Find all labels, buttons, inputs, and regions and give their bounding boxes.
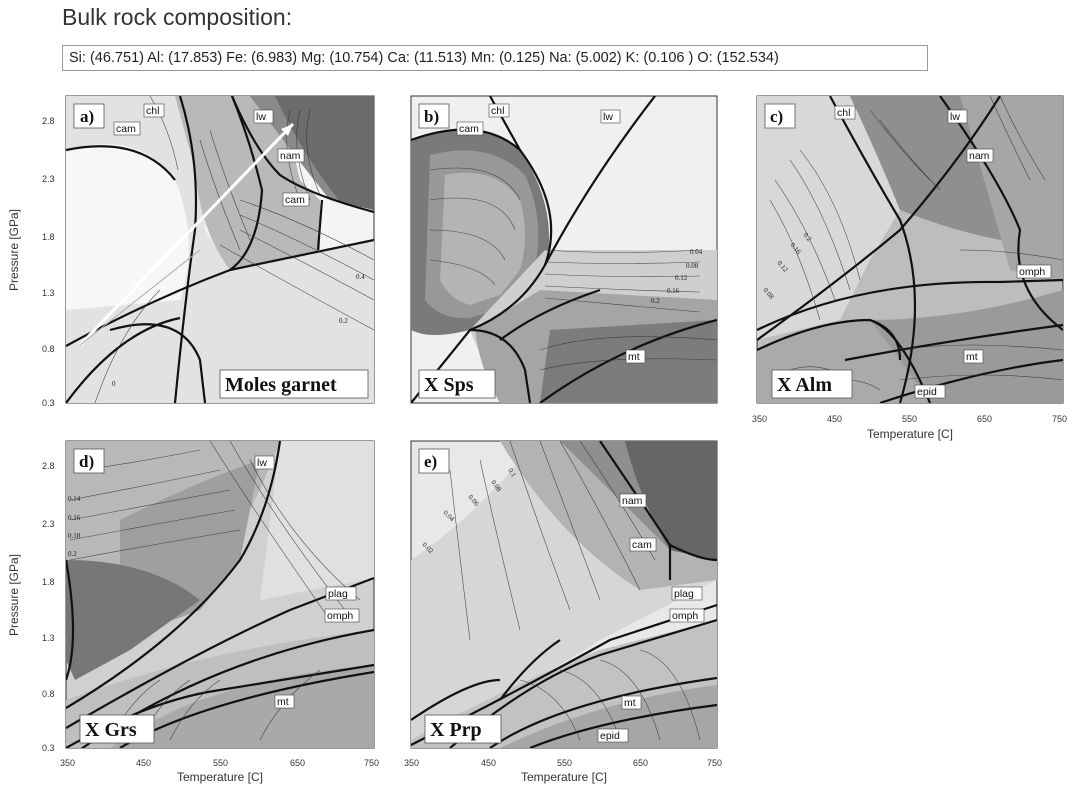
contour-label: 0.2 [651,297,660,305]
mineral-label: lw [256,111,266,123]
svg-text:650: 650 [290,758,305,768]
mineral-label: mt [277,696,289,708]
contour-label: 0.1 [506,467,518,479]
panel-e: e) X Prp nam cam plag omph mt epid 0.1 0… [410,440,718,749]
contour-label: 0.16 [68,514,81,522]
mineral-label: nam [622,495,643,507]
x-ticks-d: 350 450 550 650 750 [60,758,379,768]
svg-text:450: 450 [136,758,151,768]
bulk-composition-box: Si: (46.751) Al: (17.853) Fe: (6.983) Mg… [62,45,928,71]
panel-c: c) X Alm chl lw nam omph mt epid 0.2 0.1… [756,95,1064,404]
svg-text:0.8: 0.8 [42,689,55,699]
svg-text:0.3: 0.3 [42,398,55,408]
svg-text:1.3: 1.3 [42,633,55,643]
svg-text:550: 550 [902,414,917,424]
contour-label: 0.2 [339,317,348,325]
mineral-label: omph [1019,266,1045,278]
x-ticks-e: 350 450 550 650 750 [404,758,722,768]
mineral-label: nam [969,150,990,162]
svg-text:2.8: 2.8 [42,461,55,471]
contour-label: 0.4 [356,273,365,281]
y-axis-label: Pressure [GPa] [7,554,21,636]
x-axis-label: Temperature [C] [521,770,607,784]
panel-d: d) X Grs lw plag omph mt 0.14 0.16 0.18 … [65,440,375,749]
svg-text:350: 350 [404,758,419,768]
panel-b-mineral-labels: chl cam lw mt [456,103,646,364]
contour-label: 0.14 [68,495,81,503]
panel-a-mineral-labels: chl cam lw nam cam [113,103,310,207]
svg-text:1.8: 1.8 [42,577,55,587]
svg-text:2.3: 2.3 [42,174,55,184]
mineral-label: lw [950,111,960,123]
contour-label: 0.18 [68,532,81,540]
panel-a-title: Moles garnet [225,374,337,396]
mineral-label: omph [327,610,353,622]
page-title: Bulk rock composition: [62,4,293,30]
contour-label: 0 [112,380,116,388]
mineral-label: chl [491,105,504,117]
svg-text:750: 750 [1052,414,1067,424]
svg-text:650: 650 [977,414,992,424]
svg-text:750: 750 [707,758,722,768]
y-ticks-row2: 2.8 2.3 1.8 1.3 0.8 0.3 [42,461,55,753]
mineral-label: chl [146,105,159,117]
mineral-label: cam [459,123,479,135]
panel-c-label: c) [770,107,783,126]
mineral-label: cam [285,194,305,206]
panel-c-mineral-labels: chl lw nam omph mt epid [834,105,1052,399]
svg-text:450: 450 [827,414,842,424]
svg-text:0.3: 0.3 [42,743,55,753]
panel-a-label: a) [80,107,94,126]
x-ticks-c: 350 450 550 650 750 [752,414,1067,424]
mineral-label: plag [328,588,348,600]
panel-e-label: e) [424,452,437,471]
contour-label: 0.04 [690,248,703,256]
y-ticks-row1: 2.8 2.3 1.8 1.3 0.8 0.3 [42,116,55,408]
mineral-label: cam [632,539,652,551]
mineral-label: mt [966,351,978,363]
panel-a: a) Moles garnet chl cam lw nam cam 0.4 0… [65,95,375,404]
mineral-label: nam [280,150,301,162]
mineral-label: epid [917,386,937,398]
mineral-label: chl [837,107,850,119]
svg-text:650: 650 [633,758,648,768]
mineral-label: cam [116,123,136,135]
y-axis-label: Pressure [GPa] [7,209,21,291]
panel-e-title: X Prp [430,719,482,741]
mineral-label: mt [624,697,636,709]
svg-text:750: 750 [364,758,379,768]
panel-c-title: X Alm [777,374,832,396]
contour-label: 0.12 [675,274,688,282]
panel-e-mineral-labels: nam cam plag omph mt epid [597,493,705,743]
panel-b-label: b) [424,107,439,126]
mineral-label: omph [672,610,698,622]
svg-text:1.3: 1.3 [42,288,55,298]
svg-text:2.8: 2.8 [42,116,55,126]
contour-label: 0.2 [68,550,77,558]
mineral-label: plag [674,588,694,600]
mineral-label: lw [603,111,613,123]
x-axis-label: Temperature [C] [867,427,953,441]
x-axis-label: Temperature [C] [177,770,263,784]
mineral-label: epid [600,730,620,742]
svg-text:550: 550 [557,758,572,768]
mineral-label: mt [628,351,640,363]
svg-text:350: 350 [752,414,767,424]
panel-d-title: X Grs [85,719,137,741]
svg-text:1.8: 1.8 [42,232,55,242]
svg-text:0.8: 0.8 [42,344,55,354]
panel-d-mineral-labels: lw plag omph mt [254,455,360,709]
svg-text:350: 350 [60,758,75,768]
panel-d-label: d) [79,452,94,471]
mineral-label: lw [257,457,267,469]
panel-b-title: X Sps [424,374,474,396]
contour-label: 0.08 [686,262,699,270]
contour-label: 0.16 [667,287,680,295]
svg-text:450: 450 [481,758,496,768]
panel-b: b) X Sps chl cam lw mt 0.04 0.08 0.12 0.… [410,95,718,404]
svg-text:550: 550 [213,758,228,768]
svg-text:2.3: 2.3 [42,519,55,529]
